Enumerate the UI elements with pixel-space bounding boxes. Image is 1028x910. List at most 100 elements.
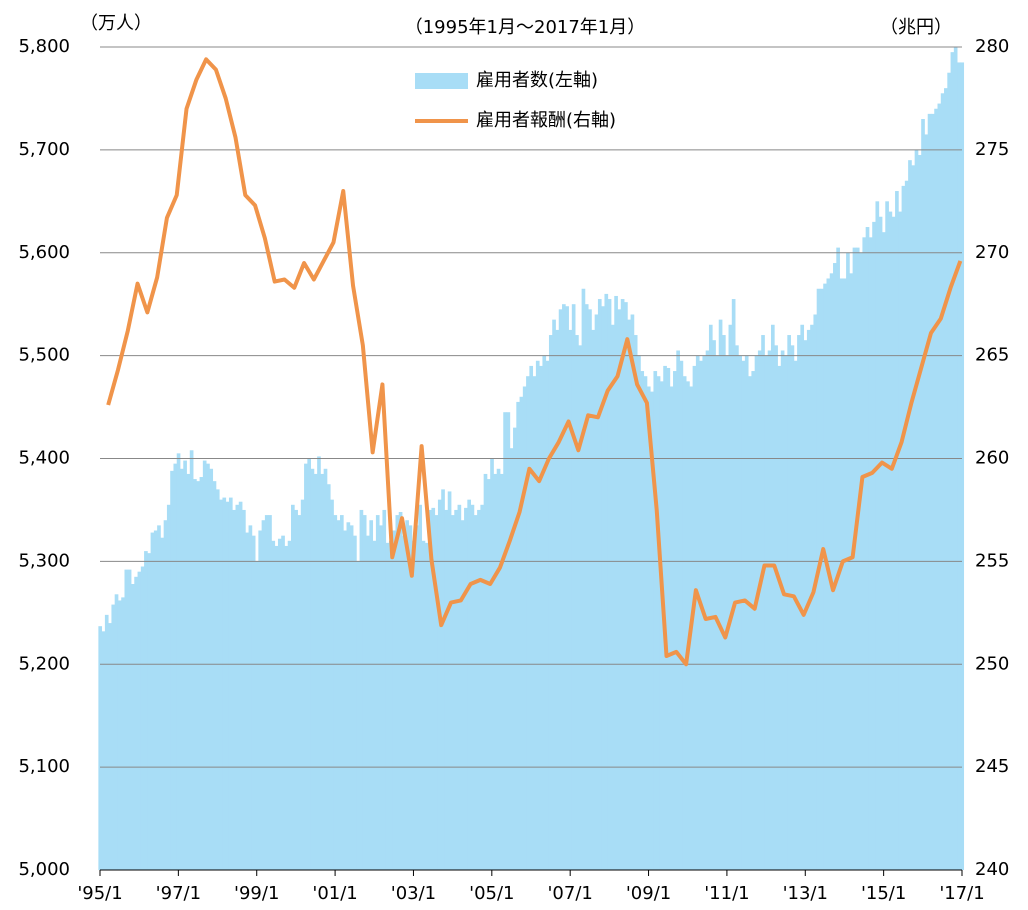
- bar: [679, 360, 684, 870]
- bar: [944, 88, 948, 870]
- bar: [486, 479, 491, 870]
- chart-title: （1995年1月～2017年1月）: [405, 17, 646, 38]
- bar: [131, 584, 135, 870]
- bar: [637, 355, 641, 870]
- bar: [451, 515, 455, 870]
- bar: [862, 237, 867, 871]
- bar: [917, 155, 922, 871]
- y2-tick-label: 245: [975, 756, 1009, 777]
- bar: [614, 295, 618, 870]
- y-tick-label: 5,700: [18, 139, 70, 160]
- y-tick-label: 5,300: [18, 550, 70, 571]
- bar: [895, 191, 899, 870]
- x-tick-label: '99/1: [234, 883, 279, 904]
- bar: [509, 448, 514, 870]
- bar: [950, 52, 955, 871]
- bar: [676, 350, 680, 870]
- bar: [708, 324, 713, 870]
- bar: [160, 537, 165, 870]
- bar: [819, 288, 824, 871]
- x-tick-label: '13/1: [783, 883, 828, 904]
- bar: [735, 345, 739, 870]
- bar: [924, 134, 929, 871]
- bar: [849, 273, 854, 870]
- bar: [114, 594, 119, 870]
- bar: [650, 391, 654, 870]
- x-tick-label: '15/1: [861, 883, 906, 904]
- bar: [189, 450, 194, 870]
- y2-tick-label: 250: [975, 653, 1009, 674]
- x-tick-label: '17/1: [939, 883, 984, 904]
- bar: [212, 481, 217, 870]
- bar: [496, 468, 501, 870]
- bar: [477, 509, 481, 870]
- bar: [513, 427, 517, 870]
- bar: [548, 335, 553, 870]
- bar: [493, 473, 498, 870]
- bar: [336, 520, 341, 870]
- bar: [646, 386, 651, 870]
- bar: [372, 540, 377, 870]
- bar: [878, 216, 883, 870]
- bar: [375, 515, 380, 870]
- bar: [643, 376, 648, 870]
- bar: [777, 365, 782, 870]
- bar: [934, 108, 938, 871]
- bar: [294, 509, 298, 870]
- line: [106, 57, 963, 667]
- bar: [584, 304, 589, 870]
- bar: [127, 569, 132, 870]
- bar: [757, 350, 762, 870]
- y2-tick-label: 270: [975, 242, 1009, 263]
- bar: [581, 288, 586, 871]
- bar: [610, 324, 615, 870]
- bar: [232, 509, 236, 870]
- bar: [369, 520, 374, 870]
- x-tick-label: '95/1: [77, 883, 122, 904]
- bar: [891, 216, 896, 870]
- bar: [604, 293, 609, 870]
- bar: [215, 489, 220, 870]
- bar: [855, 247, 860, 870]
- bar: [591, 329, 596, 870]
- y2-tick-label: 240: [975, 859, 1009, 880]
- bar: [441, 489, 445, 870]
- bar: [526, 376, 530, 870]
- bar: [833, 263, 837, 871]
- bar: [741, 360, 746, 870]
- bar: [258, 530, 263, 870]
- bar: [535, 360, 540, 870]
- bar: [242, 509, 246, 870]
- bar: [624, 302, 628, 870]
- bar: [411, 540, 416, 870]
- bar: [323, 468, 328, 870]
- bar: [957, 62, 961, 870]
- bar: [134, 576, 138, 870]
- bar: [529, 365, 534, 870]
- bar: [408, 525, 413, 870]
- bar: [418, 504, 423, 870]
- bar: [398, 511, 403, 870]
- bar: [764, 355, 769, 870]
- bar: [349, 525, 354, 870]
- bar: [516, 401, 520, 870]
- y-tick-label: 5,200: [18, 653, 70, 674]
- bar: [147, 553, 152, 870]
- bar: [803, 340, 808, 871]
- bar: [558, 309, 563, 870]
- bar: [183, 460, 187, 870]
- bar: [780, 350, 785, 870]
- bar: [532, 376, 537, 870]
- bar: [98, 626, 103, 870]
- bar: [852, 247, 857, 870]
- bar: [228, 497, 233, 870]
- bar: [157, 525, 161, 870]
- bar: [594, 314, 599, 871]
- bar: [121, 597, 125, 870]
- bar: [333, 515, 338, 870]
- y2-tick-label: 260: [975, 448, 1009, 469]
- bar: [718, 319, 723, 870]
- bar: [816, 288, 821, 871]
- bar: [901, 185, 906, 871]
